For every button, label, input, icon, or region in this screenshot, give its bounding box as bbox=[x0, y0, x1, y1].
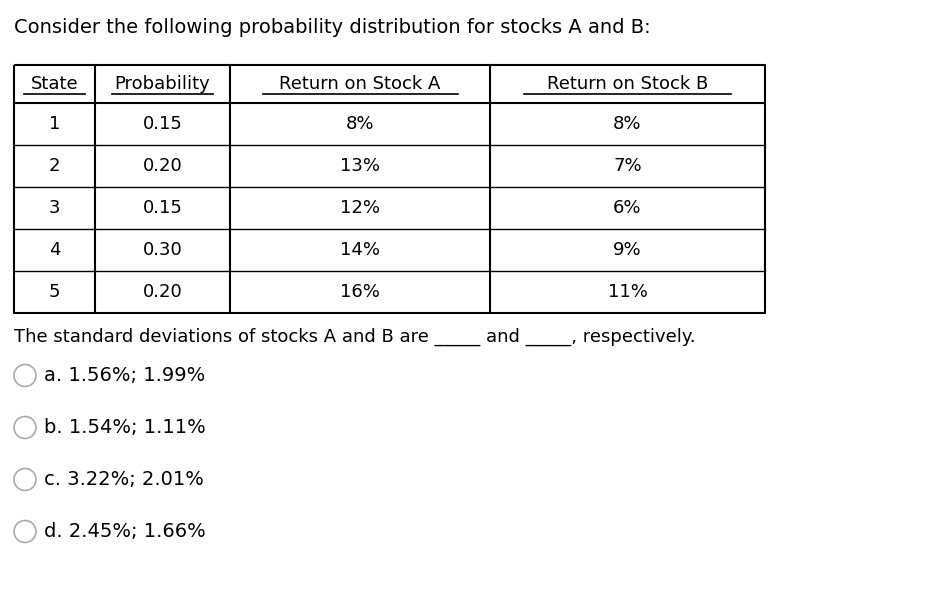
Text: 14%: 14% bbox=[340, 241, 380, 259]
Text: 0.15: 0.15 bbox=[143, 115, 182, 133]
Text: 1: 1 bbox=[49, 115, 60, 133]
Text: 0.15: 0.15 bbox=[143, 199, 182, 217]
Text: State: State bbox=[31, 75, 78, 93]
Text: 4: 4 bbox=[49, 241, 61, 259]
Text: a. 1.56%; 1.99%: a. 1.56%; 1.99% bbox=[44, 366, 205, 385]
Text: The standard deviations of stocks A and B are _____ and _____, respectively.: The standard deviations of stocks A and … bbox=[14, 328, 696, 346]
Text: 16%: 16% bbox=[340, 283, 380, 301]
Text: 3: 3 bbox=[49, 199, 61, 217]
Text: 0.30: 0.30 bbox=[143, 241, 182, 259]
Text: 0.20: 0.20 bbox=[143, 157, 182, 175]
Text: 6%: 6% bbox=[614, 199, 642, 217]
Text: Probability: Probability bbox=[115, 75, 210, 93]
Text: 12%: 12% bbox=[340, 199, 380, 217]
Text: 8%: 8% bbox=[346, 115, 375, 133]
Text: d. 2.45%; 1.66%: d. 2.45%; 1.66% bbox=[44, 522, 205, 541]
Text: 9%: 9% bbox=[614, 241, 642, 259]
Text: 2: 2 bbox=[49, 157, 61, 175]
Text: 0.20: 0.20 bbox=[143, 283, 182, 301]
Text: Consider the following probability distribution for stocks A and B:: Consider the following probability distr… bbox=[14, 18, 651, 37]
Text: 8%: 8% bbox=[614, 115, 642, 133]
Text: Return on Stock B: Return on Stock B bbox=[547, 75, 708, 93]
Text: b. 1.54%; 1.11%: b. 1.54%; 1.11% bbox=[44, 418, 205, 437]
Text: Return on Stock A: Return on Stock A bbox=[279, 75, 441, 93]
Text: 7%: 7% bbox=[614, 157, 642, 175]
Text: 13%: 13% bbox=[340, 157, 380, 175]
Text: 11%: 11% bbox=[607, 283, 647, 301]
Text: 5: 5 bbox=[49, 283, 61, 301]
Text: c. 3.22%; 2.01%: c. 3.22%; 2.01% bbox=[44, 470, 204, 489]
